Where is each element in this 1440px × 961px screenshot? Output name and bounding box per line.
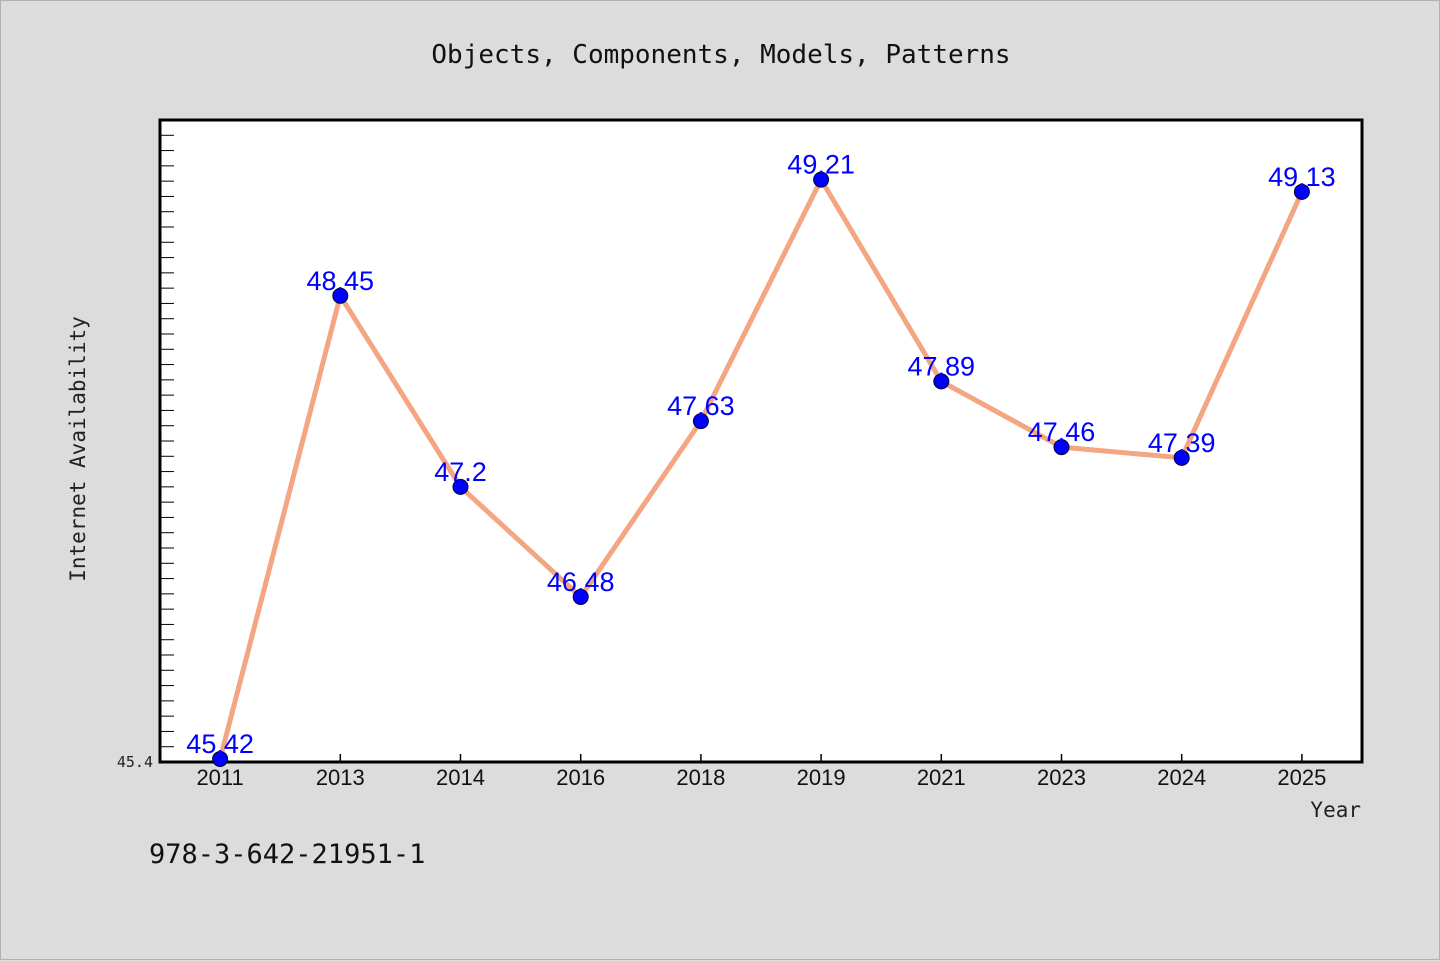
data-label: 47.39	[1148, 428, 1216, 458]
data-label: 47.63	[667, 391, 735, 421]
data-point	[452, 478, 469, 495]
x-axis-label: Year	[1310, 798, 1361, 822]
x-tick-label: 2021	[917, 765, 966, 790]
series-line	[217, 177, 1305, 760]
x-tick-label: 2011	[196, 765, 243, 790]
x-tick-label: 2025	[1277, 765, 1326, 790]
data-point	[212, 750, 229, 767]
y-axis-label: Internet Availability	[66, 316, 90, 582]
plot-area	[158, 118, 1364, 764]
x-tick-label: 2024	[1157, 765, 1206, 790]
series-markers	[212, 171, 1310, 767]
y-axis-ticks	[160, 134, 174, 748]
data-point	[1293, 183, 1310, 200]
chart-title: Objects, Components, Models, Patterns	[431, 40, 1010, 70]
footer-isbn: 978-3-642-21951-1	[149, 839, 425, 870]
data-labels: 45.42 48.45 47.2 46.48 47.63 49.21 47.89 47.46 4…	[186, 150, 1335, 759]
y-tick-label: 45.4	[117, 753, 153, 771]
data-point	[1053, 439, 1070, 456]
data-label: 48.45	[307, 266, 375, 296]
data-point	[813, 171, 830, 188]
x-tick-label: 2023	[1037, 765, 1086, 790]
data-label: 47.89	[908, 351, 976, 381]
x-tick-label: 2019	[797, 765, 846, 790]
data-point	[1173, 449, 1190, 466]
data-label: 49.13	[1268, 162, 1336, 192]
data-point	[692, 413, 709, 430]
data-label: 46.48	[547, 567, 615, 597]
data-point	[933, 373, 950, 390]
x-tick-label: 2016	[556, 765, 605, 790]
data-label: 47.2	[434, 457, 487, 487]
x-tick-label: 2013	[316, 765, 365, 790]
x-tick-label: 2014	[436, 765, 485, 790]
data-label: 49.21	[787, 150, 855, 180]
data-point	[332, 287, 349, 304]
x-tick-label: 2018	[676, 765, 725, 790]
data-point	[572, 588, 589, 605]
data-label: 47.46	[1028, 417, 1096, 447]
x-axis-tick-labels: 2011 2013 2014 2016 2018 2019 2021 2023 2024 2025	[196, 765, 1326, 790]
data-label: 45.42	[186, 729, 254, 759]
